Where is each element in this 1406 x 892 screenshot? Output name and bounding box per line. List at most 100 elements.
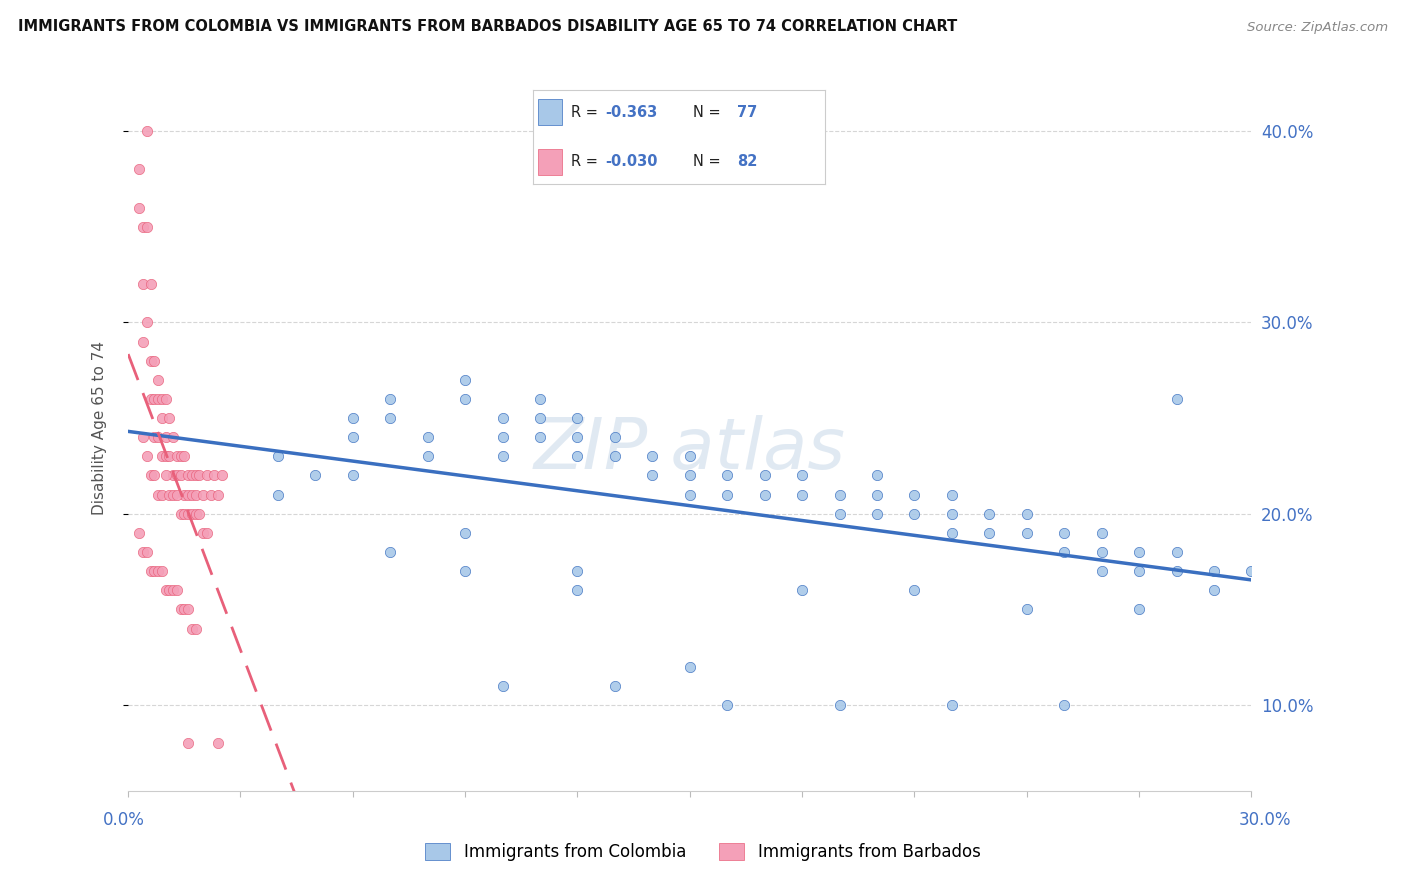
Point (157, 583, 180, 598)
Point (169, 602, 191, 616)
Point (866, 487, 889, 501)
Point (491, 411, 513, 425)
Point (155, 450, 177, 464)
Point (150, 392, 173, 406)
Point (454, 392, 477, 406)
Point (143, 430, 166, 444)
Point (454, 525, 477, 540)
Point (180, 468, 202, 483)
Point (716, 487, 738, 501)
Point (157, 411, 180, 425)
Point (641, 468, 664, 483)
Point (679, 660, 702, 674)
Point (529, 411, 551, 425)
Point (188, 468, 211, 483)
Point (135, 219, 157, 234)
Point (211, 468, 233, 483)
Point (157, 487, 180, 501)
Point (1015, 602, 1038, 616)
Point (173, 450, 195, 464)
Point (716, 468, 738, 483)
Y-axis label: Disability Age 65 to 74: Disability Age 65 to 74 (93, 341, 107, 515)
Point (180, 622, 202, 636)
Point (1166, 392, 1188, 406)
Point (941, 487, 963, 501)
Point (184, 507, 207, 521)
Text: IMMIGRANTS FROM COLOMBIA VS IMMIGRANTS FROM BARBADOS DISABILITY AGE 65 TO 74 COR: IMMIGRANTS FROM COLOMBIA VS IMMIGRANTS F… (18, 20, 957, 34)
Point (143, 564, 166, 578)
Point (139, 392, 162, 406)
Point (150, 411, 173, 425)
Point (143, 468, 166, 483)
Point (903, 583, 925, 598)
Point (162, 430, 184, 444)
Point (941, 507, 963, 521)
Point (166, 487, 188, 501)
Point (567, 411, 589, 425)
Point (135, 124, 157, 138)
Point (150, 450, 173, 464)
Point (1240, 564, 1263, 578)
Point (184, 622, 207, 636)
Point (135, 545, 157, 559)
Point (188, 507, 211, 521)
Point (491, 430, 513, 444)
Point (416, 450, 439, 464)
Point (679, 450, 702, 464)
Point (191, 487, 214, 501)
Point (979, 507, 1001, 521)
Text: 30.0%: 30.0% (1239, 811, 1291, 829)
Point (143, 353, 166, 368)
Point (1053, 698, 1076, 712)
Point (1128, 564, 1150, 578)
Point (135, 315, 157, 329)
Point (567, 564, 589, 578)
Point (1053, 525, 1076, 540)
Point (679, 468, 702, 483)
Point (416, 430, 439, 444)
Point (679, 487, 702, 501)
Point (454, 564, 477, 578)
Point (128, 525, 150, 540)
Point (150, 564, 173, 578)
Point (792, 583, 814, 598)
Text: ZIP atlas: ZIP atlas (534, 415, 846, 484)
Point (146, 564, 169, 578)
Point (1202, 564, 1225, 578)
Point (195, 468, 218, 483)
Point (641, 450, 664, 464)
Point (754, 487, 776, 501)
Text: 0.0%: 0.0% (103, 811, 145, 829)
Point (177, 507, 200, 521)
Point (177, 487, 200, 501)
Point (139, 277, 162, 292)
Point (143, 392, 166, 406)
Point (162, 468, 184, 483)
Point (132, 545, 155, 559)
Point (1091, 564, 1114, 578)
Point (177, 602, 200, 616)
Text: Source: ZipAtlas.com: Source: ZipAtlas.com (1247, 21, 1388, 34)
Point (132, 430, 155, 444)
Point (380, 411, 402, 425)
Point (139, 353, 162, 368)
Point (155, 430, 177, 444)
Point (135, 450, 157, 464)
Point (716, 698, 738, 712)
Point (1015, 507, 1038, 521)
Point (146, 392, 169, 406)
Point (828, 487, 851, 501)
Point (191, 525, 214, 540)
Point (1128, 545, 1150, 559)
Point (754, 468, 776, 483)
Point (1091, 545, 1114, 559)
Point (169, 507, 191, 521)
Point (166, 450, 188, 464)
Point (162, 583, 184, 598)
Point (529, 430, 551, 444)
Point (177, 468, 200, 483)
Point (342, 411, 364, 425)
Point (380, 545, 402, 559)
Point (1053, 545, 1076, 559)
Point (157, 450, 180, 464)
